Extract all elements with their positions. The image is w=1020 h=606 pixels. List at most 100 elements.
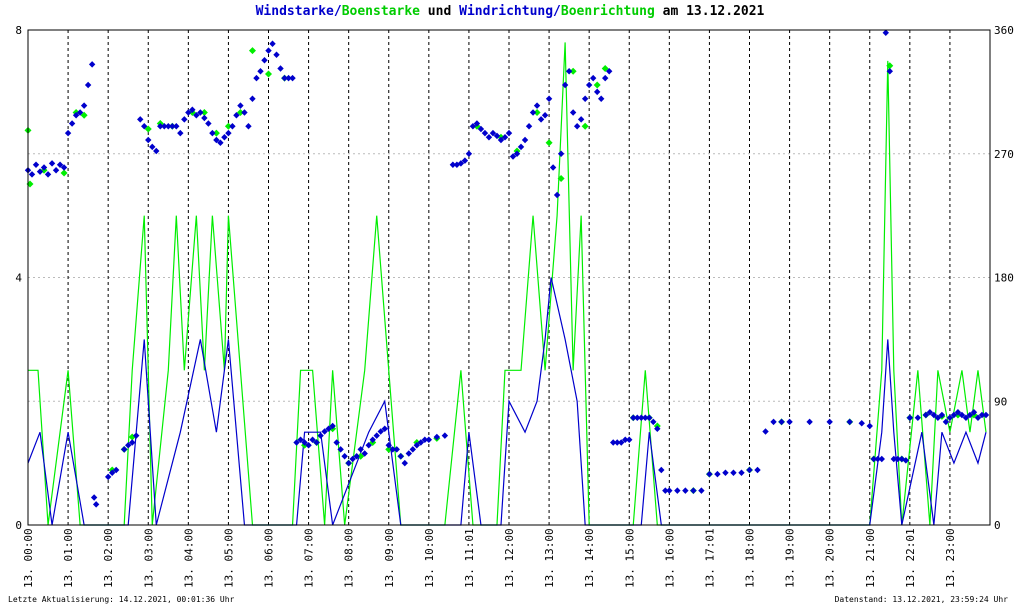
wind-direction-point: [337, 446, 344, 453]
wind-direction-point: [281, 74, 288, 82]
wind-direction-point: [942, 418, 950, 426]
wind-direction-point: [938, 411, 946, 419]
wind-direction-point: [213, 136, 220, 144]
wind-direction-point: [722, 469, 729, 476]
wind-direction-point: [866, 422, 873, 430]
wind-direction-point: [197, 109, 204, 116]
wind-direction-point: [141, 123, 148, 130]
y-left-tick-label: 8: [15, 24, 22, 37]
wind-direction-point: [614, 439, 621, 446]
gust-direction-point: [581, 122, 589, 130]
gust-direction-point: [144, 125, 152, 133]
wind-direction-point: [894, 455, 902, 463]
wind-direction-point: [377, 428, 384, 435]
wind-direction-point: [461, 157, 469, 164]
wind-direction-point: [525, 123, 533, 130]
wind-direction-point: [606, 68, 613, 75]
x-tick-label: 13. 11:01: [463, 528, 476, 588]
wind-direction-point: [389, 446, 396, 453]
wind-direction-point: [64, 129, 72, 137]
wind-direction-point: [882, 29, 889, 36]
wind-direction-point: [565, 68, 573, 75]
wind-direction-point: [553, 191, 561, 199]
wind-direction-point: [261, 57, 268, 64]
x-tick-label: 13. 18:00: [744, 528, 757, 588]
wind-direction-point: [682, 487, 689, 494]
wind-direction-point: [385, 442, 392, 449]
wind-direction-point: [549, 164, 557, 171]
wind-direction-point: [369, 436, 376, 443]
wind-direction-point: [76, 109, 84, 116]
x-tick-label: 13. 05:00: [222, 528, 235, 588]
gust-direction-point: [557, 175, 565, 182]
wind-direction-point: [982, 411, 990, 419]
wind-direction-point: [926, 409, 934, 416]
wind-direction-point: [585, 81, 593, 89]
wind-direction-point: [357, 446, 364, 453]
wind-direction-point: [433, 433, 441, 441]
gust-direction-point: [212, 129, 220, 137]
title-gust-speed: Boenstarke: [341, 4, 420, 19]
wind-direction-point: [650, 418, 657, 426]
x-tick-label: 13. 21:00: [864, 528, 877, 588]
title-and: und: [419, 4, 460, 19]
wind-direction-point: [826, 418, 833, 426]
wind-direction-point: [393, 446, 400, 453]
wind-direction-point: [517, 143, 525, 151]
gust-direction-point: [533, 109, 541, 116]
wind-direction-point: [674, 487, 681, 494]
wind-direction-point: [317, 432, 324, 439]
y-left-tick-label: 0: [15, 519, 22, 532]
wind-direction-point: [966, 411, 974, 419]
wind-direction-point: [902, 457, 910, 464]
wind-direction-point: [329, 422, 336, 430]
x-tick-label: 13. 12:00: [503, 528, 516, 588]
wind-direction-point: [662, 487, 669, 494]
wind-direction-point: [325, 425, 332, 432]
wind-direction-point: [690, 487, 697, 494]
wind-direction-point: [786, 418, 793, 426]
wind-direction-point: [129, 439, 136, 446]
wind-direction-point: [557, 150, 565, 157]
wind-direction-point: [405, 450, 412, 457]
wind-direction-point: [241, 109, 248, 116]
x-tick-label: 13. 04:00: [182, 528, 195, 588]
wind-direction-point: [305, 442, 312, 449]
wind-direction-point: [361, 450, 368, 457]
wind-direction-point: [181, 116, 188, 123]
wind-direction-point: [365, 442, 372, 449]
wind-direction-point: [449, 161, 457, 168]
wind-direction-point: [513, 150, 521, 157]
wind-direction-point: [569, 109, 577, 116]
wind-direction-point: [381, 425, 388, 432]
plot-frame: [27, 29, 991, 526]
wind-direction-point: [754, 466, 761, 474]
x-tick-label: 13. 10:00: [423, 528, 436, 588]
wind-direction-point: [618, 439, 625, 446]
wind-direction-point: [930, 411, 938, 419]
wind-direction-point: [906, 414, 914, 421]
wind-direction-point: [293, 439, 300, 446]
wind-direction-point: [946, 414, 954, 421]
wind-direction-point: [201, 114, 208, 122]
wind-direction-point: [858, 420, 865, 427]
wind-direction-point: [962, 414, 970, 421]
wind-direction-point: [321, 428, 328, 435]
wind-direction-point: [169, 123, 176, 130]
wind-direction-point: [934, 414, 942, 421]
wind-direction-point: [762, 428, 769, 435]
wind-direction-point: [397, 453, 404, 460]
wind-direction-point: [421, 436, 429, 443]
wind-direction-point: [970, 409, 978, 416]
wind-direction-point: [666, 487, 673, 494]
wind-direction-point: [221, 134, 228, 141]
y-right-tick-label: 0: [994, 519, 1001, 532]
wind-direction-point: [161, 123, 168, 130]
wind-direction-point: [72, 112, 80, 119]
wind-direction-point: [237, 102, 244, 109]
wind-direction-point: [477, 125, 485, 133]
y-right-tick-label: 180: [994, 272, 1014, 285]
wind-direction-point: [149, 143, 156, 151]
title-wind-direction: Windrichtung/: [459, 4, 561, 19]
